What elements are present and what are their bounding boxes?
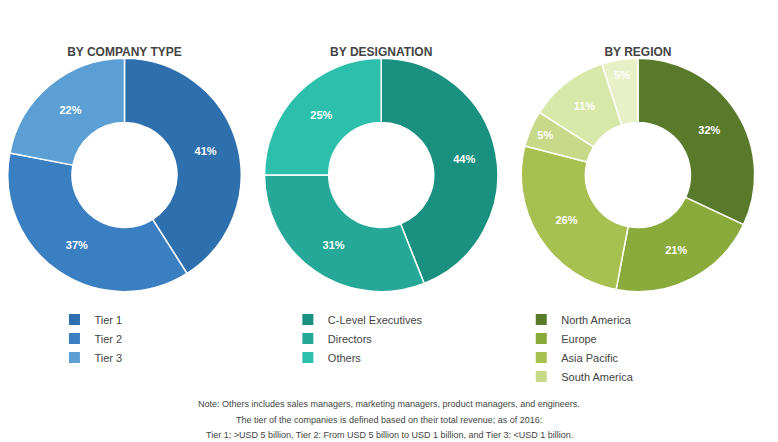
svg-text:11%: 11% (574, 100, 596, 112)
svg-text:BY REGION: BY REGION (604, 45, 671, 59)
svg-text:Tier 1: Tier 1 (94, 314, 122, 326)
svg-text:Europe: Europe (561, 333, 596, 345)
svg-text:Tier 2: Tier 2 (94, 333, 122, 345)
svg-text:22%: 22% (59, 104, 81, 116)
svg-text:37%: 37% (66, 239, 88, 251)
svg-text:44%: 44% (453, 153, 475, 165)
svg-text:The tier of the companies is d: The tier of the companies is defined bas… (236, 415, 542, 425)
svg-text:26%: 26% (555, 214, 577, 226)
svg-text:Tier 3: Tier 3 (94, 352, 122, 364)
svg-text:North America: North America (561, 314, 632, 326)
svg-text:5%: 5% (614, 69, 630, 81)
svg-text:South America: South America (561, 371, 633, 383)
svg-text:Tier 1: >USD 5 billion, Tier 2: Tier 1: >USD 5 billion, Tier 2: From USD… (206, 430, 573, 440)
svg-text:25%: 25% (310, 109, 332, 121)
svg-text:5%: 5% (537, 129, 553, 141)
svg-text:BY COMPANY TYPE: BY COMPANY TYPE (67, 45, 182, 59)
svg-text:Others: Others (328, 352, 362, 364)
svg-text:31%: 31% (323, 239, 345, 251)
svg-text:BY DESIGNATION: BY DESIGNATION (330, 45, 432, 59)
svg-text:C-Level Executives: C-Level Executives (328, 314, 423, 326)
svg-text:Directors: Directors (328, 333, 373, 345)
svg-text:Note: Others includes sales ma: Note: Others includes sales managers, ma… (198, 399, 580, 409)
svg-text:32%: 32% (698, 124, 720, 136)
svg-text:21%: 21% (665, 244, 687, 256)
svg-text:41%: 41% (195, 145, 217, 157)
svg-text:Asia Pacific: Asia Pacific (561, 352, 618, 364)
